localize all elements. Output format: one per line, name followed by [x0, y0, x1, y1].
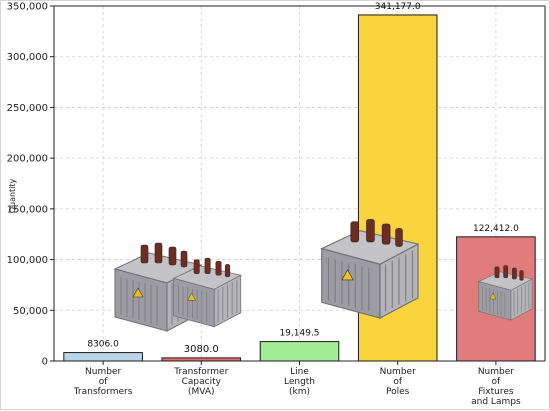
y-tick-label: 300,000 [7, 52, 48, 63]
x-tick-label: Number of Fixtures and Lamps [471, 367, 521, 407]
bar-value-label: 8306.0 [87, 340, 119, 350]
bar-value-label: 341,177.0 [375, 2, 421, 12]
x-tick-label: Number of Poles [380, 367, 416, 397]
bar-value-label: 122,412.0 [473, 224, 519, 234]
y-tick-label: 100,000 [7, 255, 48, 266]
x-tick-label: Transformer Capacity (MVA) [173, 367, 228, 397]
x-tick-label: Number of Transformers [73, 367, 133, 397]
bar-value-labels: 8306.0 3080.0 19,149.5 341,177.0 122,412.0 [87, 2, 519, 355]
y-tick-label: 50,000 [13, 306, 48, 317]
bar-value-label: 19,149.5 [279, 329, 319, 339]
y-tick-label: 0 [42, 357, 48, 368]
x-tick-label: Line Length (km) [284, 367, 315, 397]
y-axis-title: Quantity [8, 178, 17, 213]
bar [161, 357, 242, 362]
y-axis-ticks: 0 50,000 100,000 150,000 200,000 250,000 300,0… [7, 2, 54, 368]
bar [259, 341, 340, 362]
bar-value-label: 3080.0 [184, 344, 219, 355]
x-axis-category-labels: Number of Transformers Transformer Capacity(… [73, 361, 521, 407]
y-tick-label: 200,000 [7, 154, 48, 165]
y-tick-label: 150,000 [7, 204, 48, 215]
y-tick-label: 350,000 [7, 2, 48, 13]
bar [63, 352, 143, 362]
y-tick-label: 250,000 [7, 103, 48, 114]
